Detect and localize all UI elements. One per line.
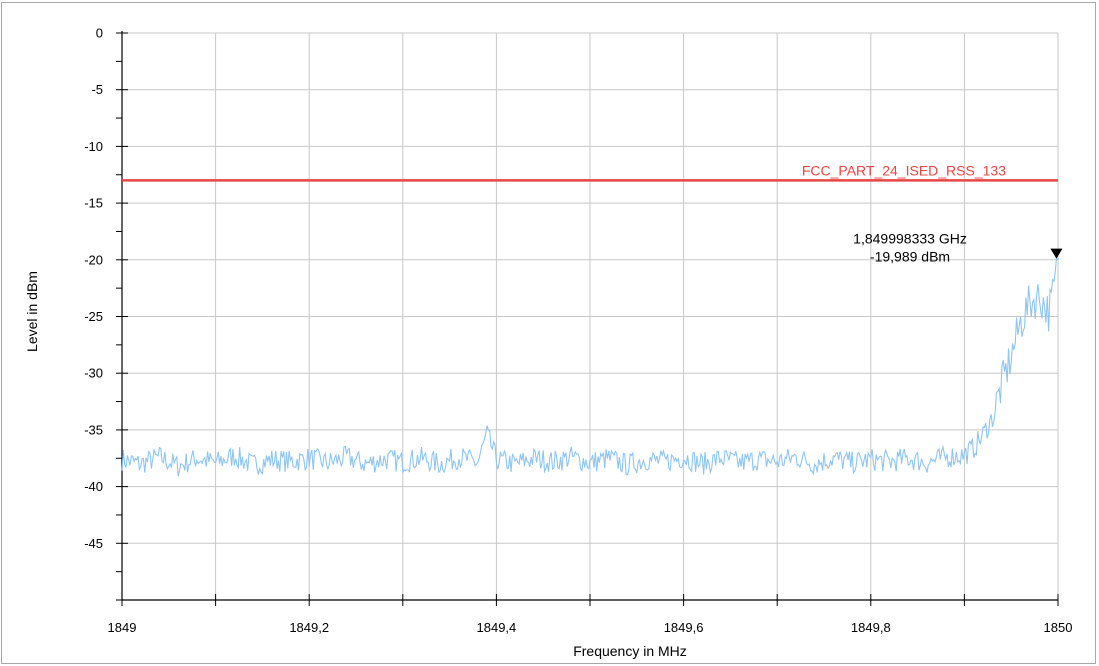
axes: [116, 31, 1059, 606]
marker-triangle-icon: [1050, 248, 1063, 259]
y-tick-label: 0: [96, 26, 103, 41]
series-group: [121, 255, 1059, 477]
x-tick-label: 1849,2: [289, 620, 329, 635]
grid: [122, 32, 1059, 600]
x-tick-label: 1850: [1044, 620, 1073, 635]
y-tick-label: -45: [84, 536, 103, 551]
y-tick-label: -35: [84, 422, 103, 437]
y-axis-label: Level in dBm: [24, 271, 40, 352]
x-axis-label: Frequency in MHz: [573, 643, 687, 659]
trace-line: [121, 255, 1059, 477]
limit-line-group: FCC_PART_24_ISED_RSS_133: [122, 162, 1058, 182]
y-tick-label: -25: [84, 309, 103, 324]
y-tick-label: -10: [84, 139, 103, 154]
x-tick-label: 1849,8: [851, 620, 891, 635]
marker-frequency-label: 1,849998333 GHz: [853, 231, 967, 247]
x-tick-label: 1849,6: [664, 620, 704, 635]
y-tick-label: -30: [84, 366, 103, 381]
marker-level-label: -19,989 dBm: [870, 249, 950, 265]
y-tick-label: -15: [84, 196, 103, 211]
y-tick-label: -40: [84, 479, 103, 494]
x-tick-labels: 1849 1849,2 1849,4 1849,6 1849,8 1850: [108, 620, 1073, 635]
x-tick-label: 1849: [108, 620, 137, 635]
y-tick-label: -20: [84, 252, 103, 267]
limit-line-label: FCC_PART_24_ISED_RSS_133: [802, 162, 1006, 178]
y-tick-labels: 0 -5 -10 -15 -20 -25 -30 -35 -40 -45: [84, 26, 103, 551]
x-tick-label: 1849,4: [477, 620, 517, 635]
y-tick-label: -5: [91, 82, 103, 97]
marker-group: 1,849998333 GHz -19,989 dBm: [853, 231, 1063, 265]
